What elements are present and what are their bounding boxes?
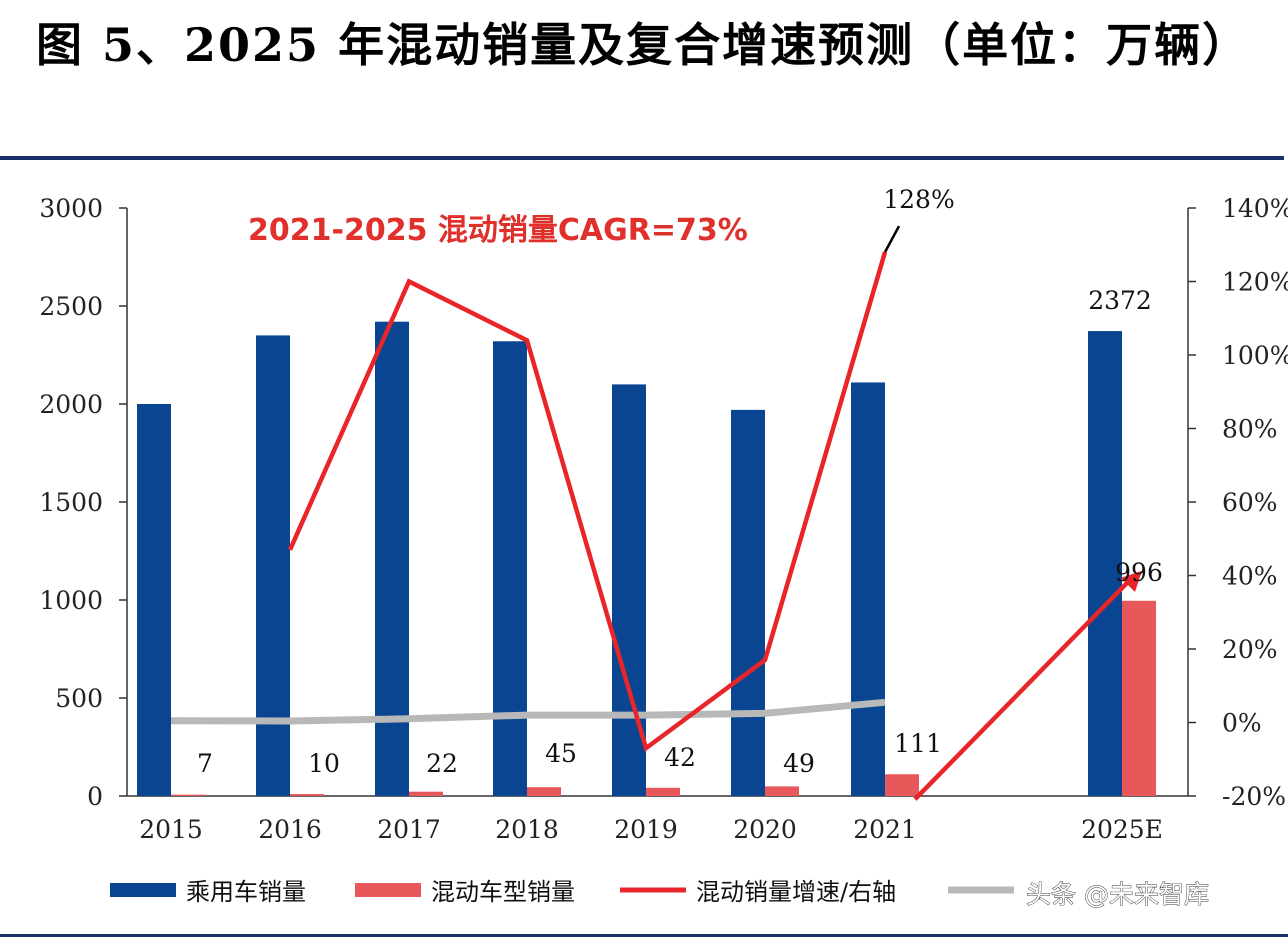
cagr-annotation: 2021-2025 混动销量CAGR=73% [248, 213, 748, 248]
legend-label: 混动销量增速/右轴 [696, 878, 896, 906]
x-tick-label: 2019 [614, 815, 678, 844]
x-tick-label: 2021 [853, 815, 917, 844]
left-tick-label: 3000 [39, 194, 103, 223]
title-divider [0, 156, 1284, 160]
data-label: 996 [1115, 558, 1163, 587]
right-tick-label: 140% [1222, 194, 1288, 223]
right-tick-label: 120% [1222, 268, 1288, 297]
data-label: 45 [545, 739, 577, 768]
x-tick-label: 2017 [377, 815, 441, 844]
data-label: 22 [426, 749, 458, 778]
growth-line [287, 251, 888, 752]
left-tick-label: 1500 [39, 488, 103, 517]
passenger-bar [137, 404, 171, 796]
bottom-divider [0, 934, 1288, 937]
hybrid-bar [765, 786, 799, 796]
watermark-text: 头条 @未来智库 [1026, 880, 1209, 909]
callout-label: 128% [883, 185, 954, 214]
data-label: 111 [894, 729, 942, 758]
left-tick-label: 2000 [39, 390, 103, 419]
left-tick-label: 500 [55, 684, 103, 713]
right-tick-label: 0% [1222, 709, 1262, 738]
right-tick-label: -20% [1222, 782, 1286, 811]
legend-label: 乘用车销量 [186, 878, 306, 906]
passenger-bar [256, 335, 290, 796]
trend-arrow-head [1120, 570, 1142, 592]
chart-lines [170, 225, 1142, 801]
chart-bars [137, 321, 1156, 796]
trend-arrow-line [913, 574, 1136, 801]
passenger-bar [731, 409, 765, 796]
right-tick-label: 80% [1222, 415, 1278, 444]
x-tick-label: 2020 [733, 815, 797, 844]
left-tick-label: 0 [87, 782, 103, 811]
right-tick-label: 40% [1222, 562, 1278, 591]
right-tick-label: 100% [1222, 341, 1288, 370]
passenger-bar [851, 382, 885, 796]
passenger-bar [493, 341, 527, 796]
left-tick-label: 2500 [39, 292, 103, 321]
gray-line [170, 698, 886, 725]
hybrid-bar [1122, 600, 1156, 796]
legend-swatch [110, 883, 176, 897]
data-label: 10 [308, 749, 340, 778]
figure-title: 图 5、2025 年混动销量及复合增速预测（单位：万辆） [36, 18, 1251, 72]
left-tick-label: 1000 [39, 586, 103, 615]
legend-label: 混动车型销量 [431, 878, 575, 906]
x-tick-label: 2015 [139, 815, 203, 844]
hybrid-bar [885, 774, 919, 796]
x-tick-label: 2016 [258, 815, 322, 844]
x-tick-label: 2025E [1081, 815, 1163, 844]
right-tick-label: 20% [1222, 635, 1278, 664]
hybrid-bar [527, 787, 561, 796]
legend-swatch [355, 883, 421, 897]
hybrid-bar [409, 791, 443, 796]
passenger-bar [375, 321, 409, 796]
hybrid-bar [290, 794, 324, 796]
right-tick-label: 60% [1222, 488, 1278, 517]
data-label: 49 [783, 749, 815, 778]
data-label: 2372 [1088, 286, 1152, 315]
chart-axes: 0 500 1000 1500 2000 2500 3000 -20% 0% 20% 40% 60% 8… [39, 194, 1288, 844]
chart-labels: 128% 7 10 22 45 42 49 111 2372 996 [197, 185, 1163, 778]
passenger-bar [1088, 331, 1122, 796]
hybrid-bar [646, 787, 680, 796]
hybrid-bar [171, 794, 205, 796]
x-tick-label: 2018 [495, 815, 559, 844]
data-label: 7 [197, 749, 213, 778]
chart-legend: 乘用车销量 混动车型销量 混动销量增速/右轴 [110, 878, 1014, 906]
data-label: 42 [664, 743, 696, 772]
callout-leader [883, 225, 901, 253]
